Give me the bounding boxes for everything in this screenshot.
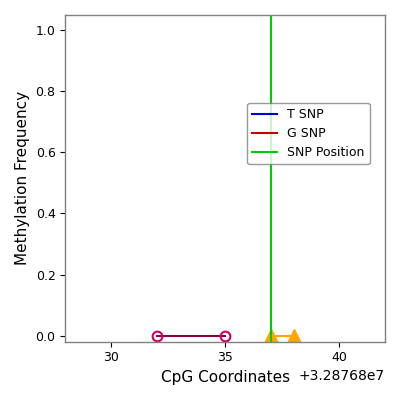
X-axis label: CpG Coordinates: CpG Coordinates — [160, 370, 290, 385]
Y-axis label: Methylation Frequency: Methylation Frequency — [15, 91, 30, 266]
Legend: T SNP, G SNP, SNP Position: T SNP, G SNP, SNP Position — [247, 103, 370, 164]
